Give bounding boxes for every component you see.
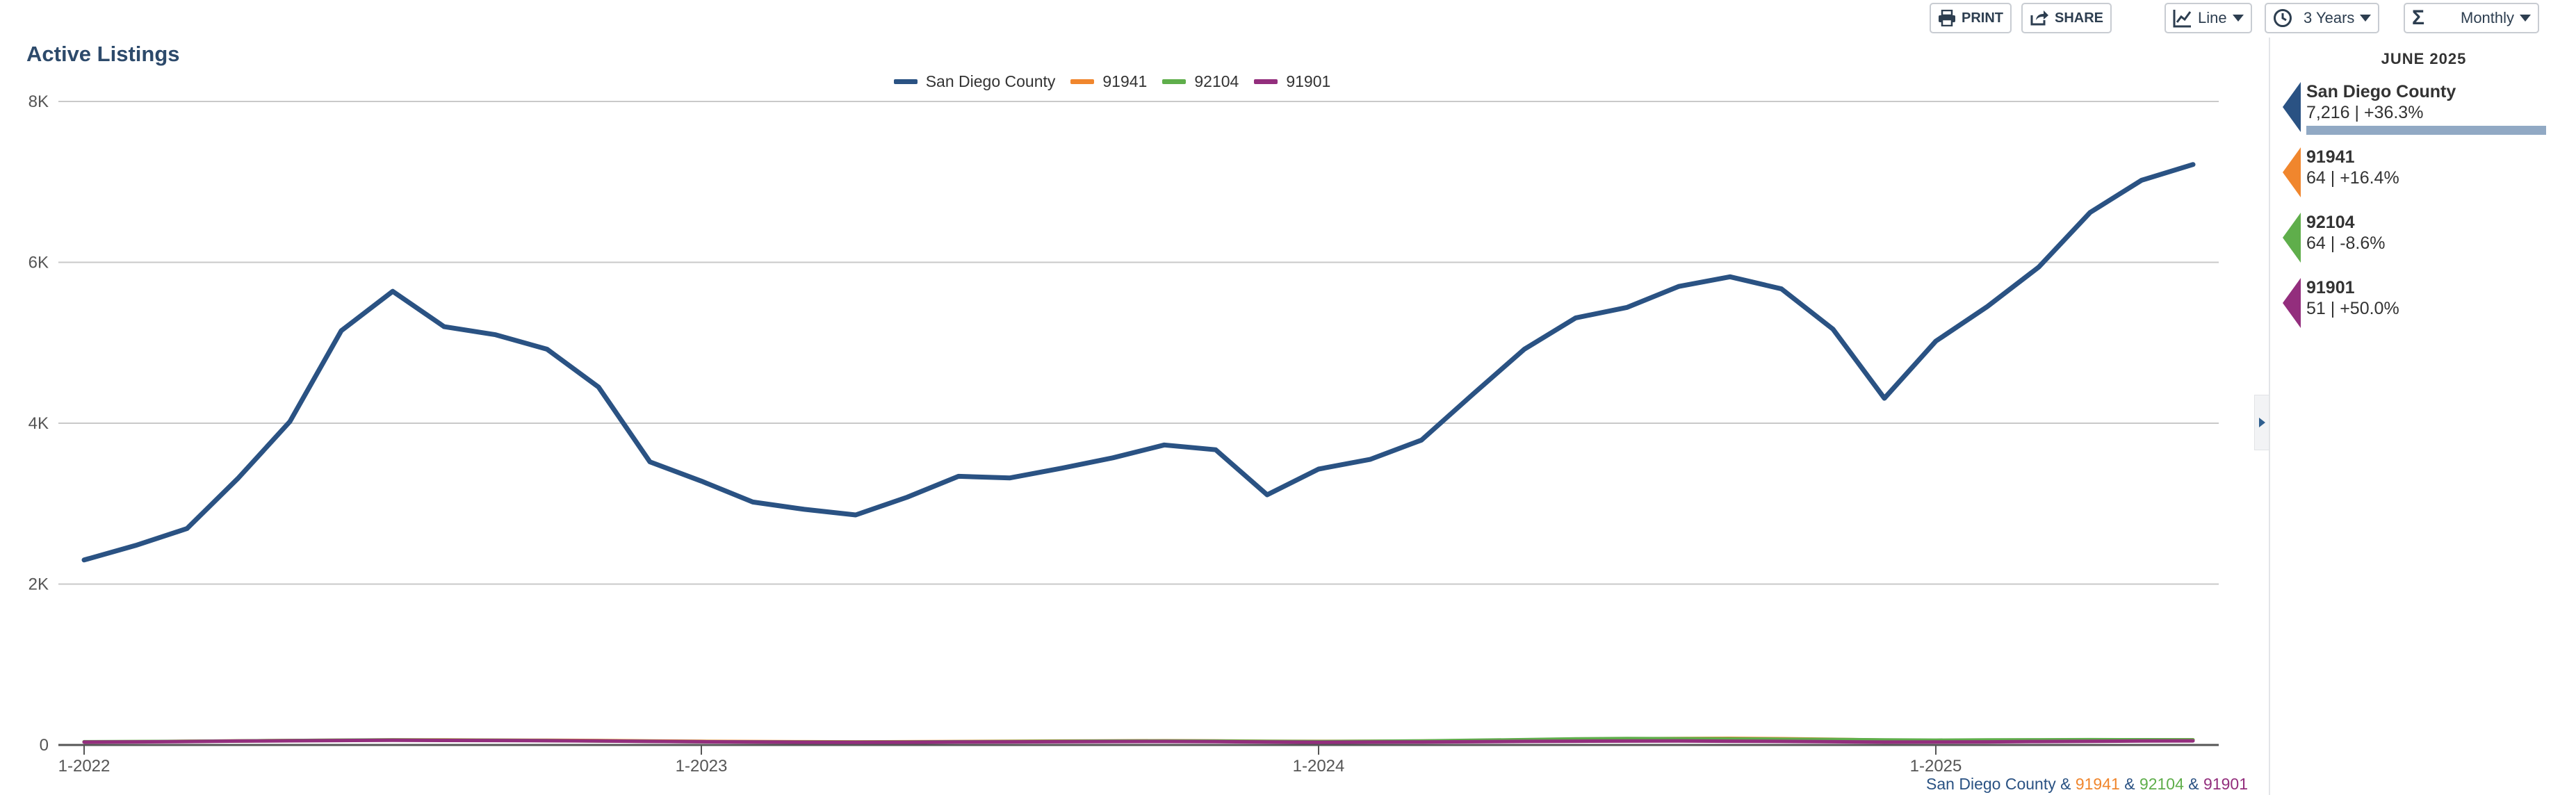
x-tick-label: 1-2024 [1293,757,1345,776]
side-item-name: 91901 [2306,278,2355,297]
credit-part: & [2055,775,2076,793]
print-button[interactable]: PRINT [1930,3,2012,33]
credit-part: 91901 [2203,775,2248,793]
legend-label: 92104 [1194,72,1239,90]
chart-type-select[interactable]: Line [2165,3,2252,33]
side-item-san-diego-county[interactable]: San Diego County 7,216 | +36.3% [2270,82,2576,145]
comparison-bar [2306,126,2546,135]
chevron-down-icon [2232,15,2244,22]
side-item-name: 92104 [2306,213,2355,232]
series-lines [81,162,2196,744]
x-axis: 1-2022 1-2023 1-2024 1-2025 [58,745,1962,776]
credit-part: San Diego County [1926,775,2056,793]
chart-type-label: Line [2198,9,2227,26]
side-item-value: 64 | -8.6% [2306,233,2386,253]
legend-swatch [1254,79,1278,84]
clock-icon [2274,9,2292,27]
legend-item-92104[interactable]: 92104 [1162,72,1239,91]
series-marker [2283,278,2301,328]
chart-title: Active Listings [26,42,180,66]
side-item-value: 7,216 | +36.3% [2306,103,2424,122]
y-tick-label: 6K [28,254,49,272]
share-icon [2030,10,2048,26]
series-marker [2283,213,2301,263]
credit-part: 91941 [2075,775,2120,793]
series-line-91901[interactable] [82,738,2195,744]
side-item-92104[interactable]: 92104 64 | -8.6% [2270,213,2576,275]
y-tick-label: 2K [28,575,49,594]
credit-part: & [2119,775,2139,793]
print-label: PRINT [1962,10,2003,26]
series-line-san-diego-county[interactable] [81,162,2196,563]
side-panel-toggle[interactable] [2254,395,2269,450]
side-panel: JUNE 2025 San Diego County 7,216 | +36.3… [2269,38,2576,795]
side-item-value: 51 | +50.0% [2306,299,2399,318]
time-range-label: 3 Years [2304,9,2355,26]
y-tick-label: 8K [28,92,49,111]
share-label: SHARE [2055,10,2104,26]
share-button[interactable]: SHARE [2021,3,2112,33]
y-tick-label: 0 [40,736,49,755]
grid-lines [58,101,2219,746]
chevron-down-icon [2520,15,2532,22]
legend-swatch [893,79,918,84]
legend-swatch [1070,79,1095,84]
chart-legend: San Diego County 91941 92104 91901 [0,72,2224,91]
side-item-91941[interactable]: 91941 64 | +16.4% [2270,147,2576,210]
series-marker [2283,82,2301,132]
credit-part: & [2183,775,2204,793]
credit-part: 92104 [2139,775,2184,793]
series-marker [2283,147,2301,197]
legend-label: 91941 [1102,72,1148,90]
line-chart-icon [2173,10,2192,28]
x-tick-label: 1-2022 [58,757,111,776]
interval-label: Monthly [2461,9,2515,26]
legend-label: 91901 [1286,72,1331,90]
side-item-value: 64 | +16.4% [2306,168,2399,188]
time-range-select[interactable]: 3 Years [2265,3,2380,33]
series-credit: San Diego County & 91941 & 92104 & 91901 [1926,775,2248,794]
y-axis: 0 2K 4K 6K 8K [28,92,49,755]
legend-swatch [1162,79,1187,84]
interval-select[interactable]: Σ Monthly [2404,3,2540,33]
x-tick-label: 1-2025 [1910,757,1962,776]
line-chart: 0 2K 4K 6K 8K 1-2022 1-2023 1-2024 1-2025 [28,92,2219,776]
chevron-down-icon [2360,15,2372,22]
x-tick-label: 1-2023 [676,757,728,776]
legend-label: San Diego County [925,72,1056,90]
side-item-91901[interactable]: 91901 51 | +50.0% [2270,278,2576,341]
side-item-name: 91941 [2306,147,2355,167]
legend-item-san-diego-county[interactable]: San Diego County [893,72,1056,91]
side-panel-date: JUNE 2025 [2381,50,2467,67]
sigma-icon: Σ [2412,6,2425,29]
legend-item-91941[interactable]: 91941 [1070,72,1147,91]
side-item-name: San Diego County [2306,82,2456,101]
legend-item-91901[interactable]: 91901 [1254,72,1330,91]
y-tick-label: 4K [28,414,49,433]
printer-icon [1939,10,1955,26]
